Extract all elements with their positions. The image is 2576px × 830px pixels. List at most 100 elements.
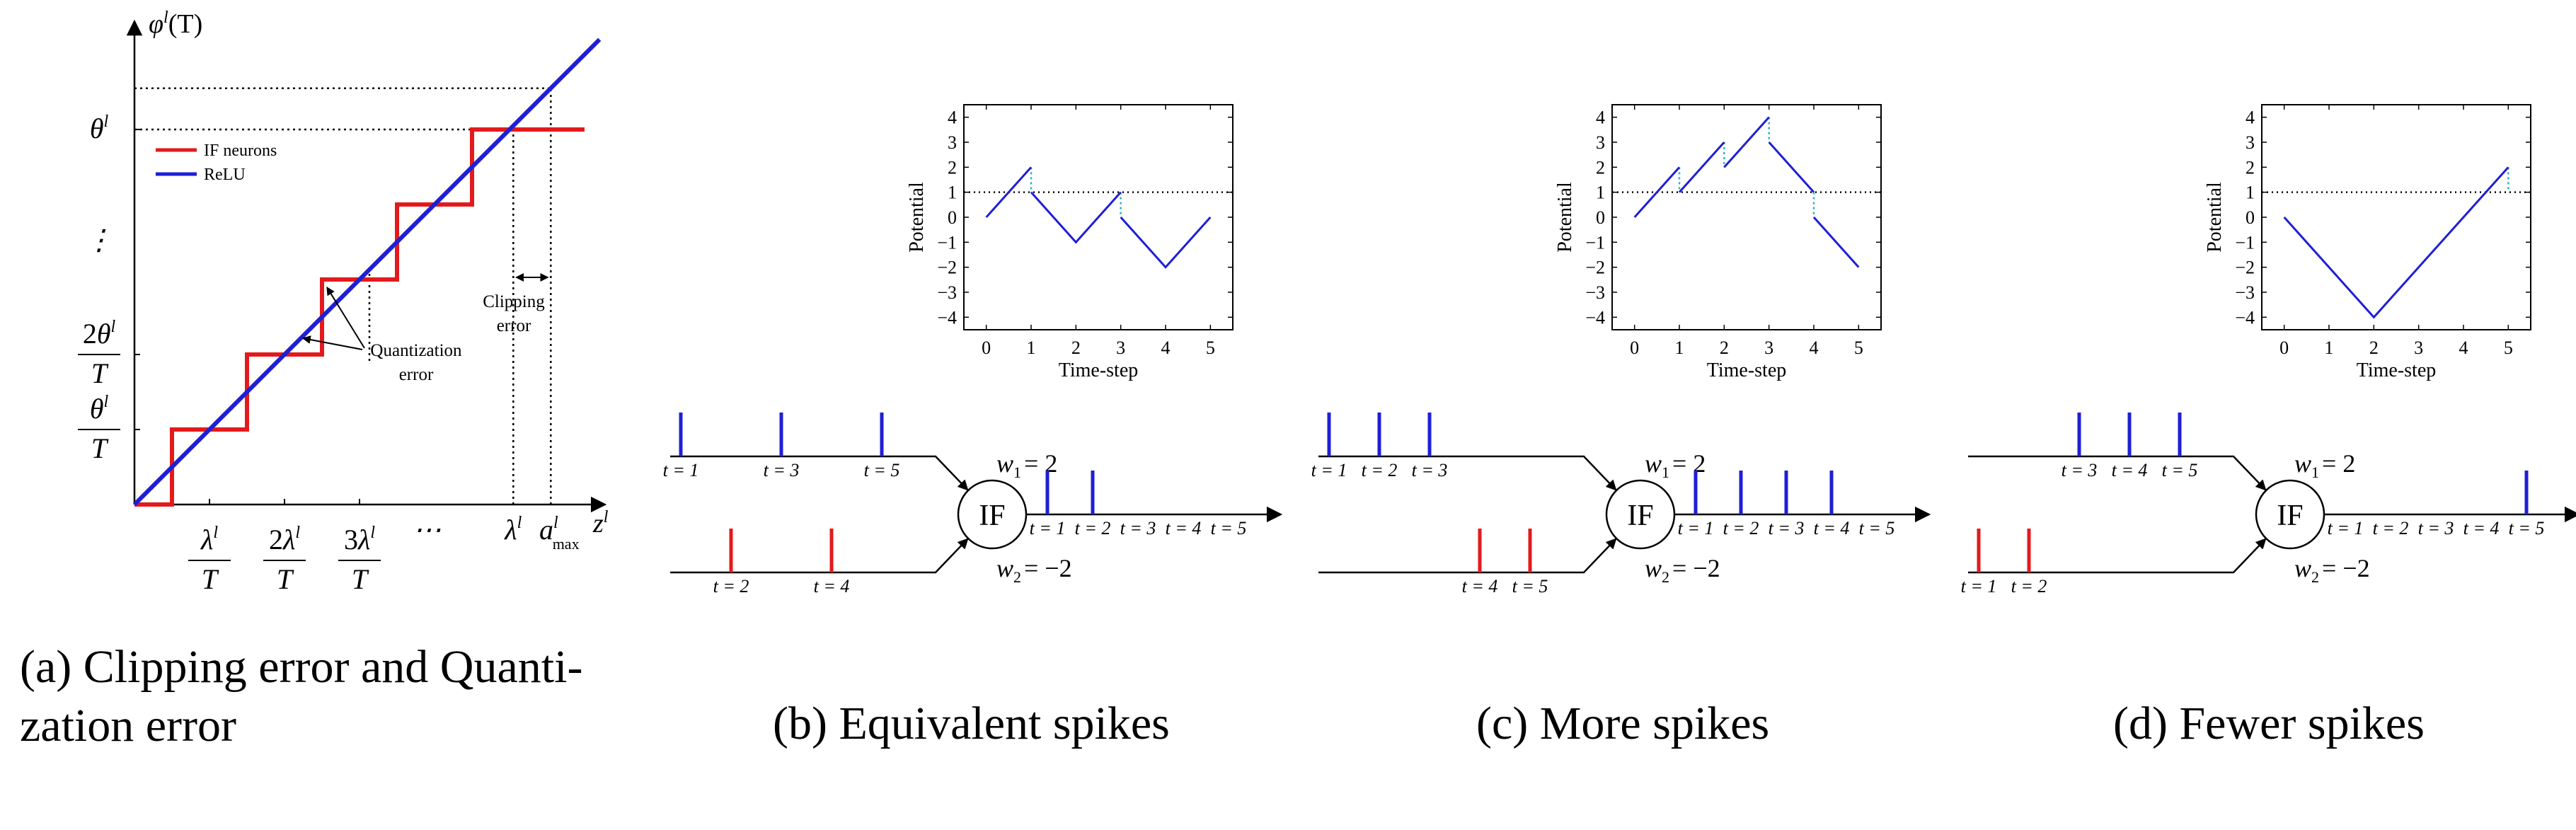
y-axis-label: φl(T) — [149, 8, 202, 39]
potential-segment — [1723, 116, 1770, 168]
input-1-time-label: t = 3 — [2062, 460, 2098, 480]
y-tick-label-0-denominator: T — [91, 432, 109, 464]
y-tick-label: −1 — [1585, 232, 1605, 253]
y-tick-label: −2 — [937, 258, 957, 278]
x-axis-label: Time-step — [1059, 359, 1139, 381]
input-2-time-label: t = 4 — [1462, 576, 1498, 596]
caption-d: (d) Fewer spikes — [2113, 698, 2425, 749]
legend-label-relu: ReLU — [204, 166, 246, 184]
plot-frame — [1611, 104, 1882, 330]
y-tick-label: 3 — [948, 132, 957, 153]
y-tick-label: 0 — [1596, 207, 1605, 228]
caption-c: (c) More spikes — [1476, 698, 1770, 749]
weight-2-label: w2 = −2 — [1645, 554, 1720, 586]
potential-segment — [2283, 166, 2509, 319]
input-2-line — [1318, 538, 1617, 574]
y-tick-label: 1 — [1596, 183, 1605, 203]
x-tick-label: 3 — [1764, 338, 1773, 358]
legend: IF neurons ReLU — [156, 142, 277, 184]
x-tick-label: 2 — [2369, 338, 2379, 358]
y-tick-label: 0 — [2246, 207, 2255, 228]
input-1-line — [1318, 455, 1617, 491]
output-time-label: t = 1 — [1678, 518, 1714, 538]
y-axis-label: Potential — [1554, 182, 1576, 253]
caption-a-line-1: (a) Clipping error and Quanti- — [20, 641, 583, 693]
x-tick-label-0-denominator: T — [202, 563, 219, 595]
x-tick-label: 1 — [2325, 338, 2334, 358]
weight-2-label: w2 = −2 — [2294, 554, 2370, 586]
x-tick-label: 4 — [2459, 338, 2468, 358]
input-2-time-label: t = 2 — [2011, 576, 2047, 596]
potential-segment — [1120, 216, 1212, 269]
quantization-error-label-2: error — [399, 365, 434, 384]
output-time-label: t = 4 — [2463, 518, 2500, 538]
output-time-label: t = 3 — [2418, 518, 2454, 538]
x-axis-label: Time-step — [2357, 359, 2437, 381]
quantization-arrow-upper — [326, 286, 365, 349]
caption-b: (b) Equivalent spikes — [773, 698, 1170, 749]
potential-segment — [1768, 141, 1815, 193]
legend-label-if: IF neurons — [204, 142, 277, 160]
y-tick-label: −4 — [1585, 307, 1605, 328]
clipping-error-label: Clipping — [483, 292, 545, 311]
x-tick-label: 5 — [2504, 338, 2513, 358]
y-tick-label: −3 — [1585, 282, 1605, 303]
x-tick-label-2-denominator: T — [352, 563, 369, 595]
y-tick-label: −4 — [2235, 307, 2255, 328]
x-tick-label: 1 — [1675, 338, 1684, 358]
y-tick-label: 4 — [2246, 108, 2255, 128]
x-tick-label: 0 — [1630, 338, 1639, 358]
input-2-line — [670, 538, 969, 574]
output-time-label: t = 1 — [2328, 518, 2364, 538]
input-1-line — [670, 455, 969, 491]
output-time-label: t = 5 — [2509, 518, 2545, 538]
y-tick-label: 3 — [1596, 132, 1605, 153]
y-tick-label: −4 — [937, 307, 957, 328]
x-axis-label: Time-step — [1707, 359, 1787, 381]
output-time-label: t = 4 — [1166, 518, 1202, 538]
input-1-line — [1968, 455, 2267, 491]
y-axis-label: Potential — [2204, 182, 2226, 253]
if-neuron-label: IF — [979, 500, 1005, 532]
x-tick-label: 3 — [2414, 338, 2423, 358]
input-2-time-label: t = 5 — [1512, 576, 1548, 596]
y-tick-label-1: 2θl — [83, 318, 116, 350]
quantization-arrow-lower — [301, 335, 363, 350]
x-tick-label: 3 — [1116, 338, 1125, 358]
relu-line — [132, 38, 602, 507]
output-time-label: t = 4 — [1814, 518, 1850, 538]
x-tick-label-1-denominator: T — [277, 563, 294, 595]
y-tick-label: −1 — [937, 232, 957, 253]
panel-c-more-spikes: 0 1 2 3 4 5 −4 −3 −2 −1 0 1 2 3 4 Time-step Potential IF w… — [1311, 104, 1931, 596]
y-tick-label-0: θl — [90, 393, 109, 425]
y-tick-label: 2 — [2246, 157, 2255, 178]
y-axis-label: Potential — [906, 182, 928, 253]
clipping-error-label-2: error — [497, 316, 531, 335]
x-tick-label-2: 3λl — [344, 524, 375, 555]
potential-segment — [1678, 141, 1725, 193]
input-2-time-label: t = 1 — [1961, 576, 1997, 596]
x-tick-label: 1 — [1027, 338, 1036, 358]
weight-1-label: w1 = 2 — [1645, 449, 1706, 481]
x-tick-label-4: λl — [504, 514, 522, 546]
x-tick-label: 4 — [1810, 338, 1819, 358]
weight-1-label: w1 = 2 — [2294, 449, 2355, 481]
output-time-label: t = 1 — [1030, 518, 1066, 538]
quantization-error-label: Quantization — [370, 341, 462, 360]
output-time-label: t = 5 — [1211, 518, 1247, 538]
y-tick-label: −2 — [2235, 258, 2255, 278]
y-tick-label-1-denominator: T — [91, 357, 109, 389]
x-tick-label: 0 — [982, 338, 991, 358]
potential-segment — [985, 166, 1033, 219]
output-time-label: t = 5 — [1859, 518, 1895, 538]
input-1-time-label: t = 5 — [864, 460, 900, 480]
caption-a-line-2: zation error — [20, 699, 236, 751]
potential-segment — [1633, 166, 1681, 219]
input-1-time-label: t = 3 — [764, 460, 800, 480]
x-tick-label: 5 — [1206, 338, 1215, 358]
x-tick-label: 4 — [1161, 338, 1171, 358]
y-tick-label: −1 — [2235, 232, 2255, 253]
input-2-time-label: t = 4 — [814, 576, 850, 596]
weight-1-label: w1 = 2 — [996, 449, 1057, 481]
x-tick-label: 2 — [1071, 338, 1081, 358]
